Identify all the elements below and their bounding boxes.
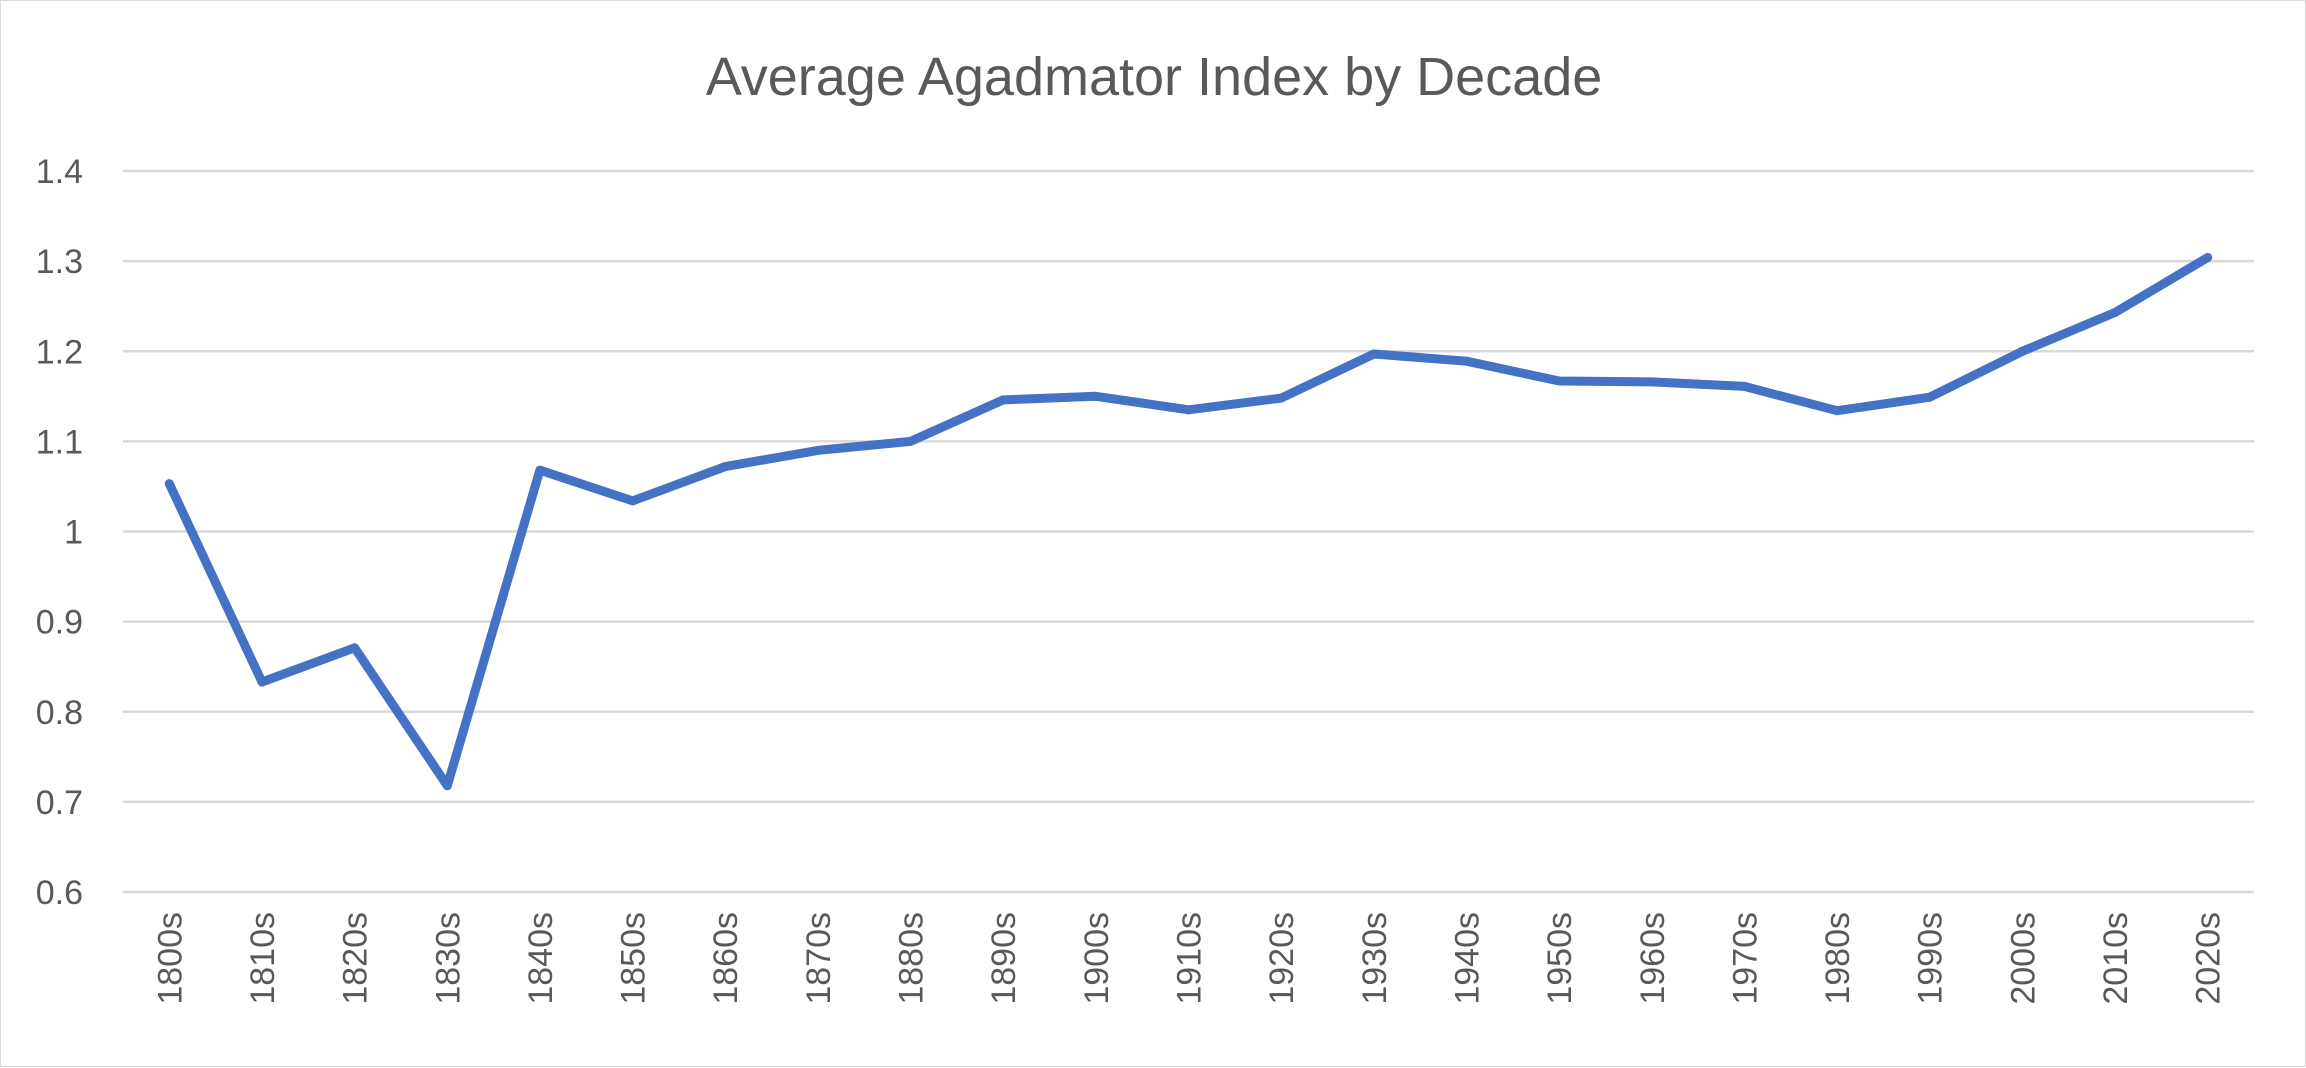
data-point xyxy=(1091,391,1101,401)
data-point xyxy=(998,395,1008,405)
x-tick-label: 1920s xyxy=(1263,912,1301,1005)
series-layer xyxy=(164,253,2213,791)
data-point xyxy=(813,445,823,455)
y-tick-label: 0.9 xyxy=(36,604,83,642)
x-tick-label: 1910s xyxy=(1171,912,1209,1005)
y-tick-label: 1.4 xyxy=(36,153,83,191)
y-tick-label: 0.8 xyxy=(36,694,83,732)
x-tick-label: 1820s xyxy=(337,912,375,1005)
data-point xyxy=(1739,381,1749,391)
data-point xyxy=(535,465,545,475)
x-tick-label: 1940s xyxy=(1448,912,1486,1005)
gridlines xyxy=(123,169,2254,894)
data-point xyxy=(1925,392,1935,402)
y-axis-tick-labels: 0.6 0.7 0.8 0.9 1 1.1 1.2 1.3 1.4 xyxy=(36,153,83,912)
x-tick-label: 1990s xyxy=(1912,912,1950,1005)
data-point xyxy=(1647,377,1657,387)
x-tick-label: 1880s xyxy=(893,912,931,1005)
data-point xyxy=(1461,356,1471,366)
x-tick-label: 1850s xyxy=(615,912,653,1005)
series-line xyxy=(164,253,2213,791)
chart-title: Average Agadmator Index by Decade xyxy=(706,47,1603,107)
x-tick-label: 1900s xyxy=(1078,912,1116,1005)
x-tick-label: 1980s xyxy=(1819,912,1857,1005)
x-tick-label: 1960s xyxy=(1634,912,1672,1005)
data-point xyxy=(2203,253,2213,263)
y-tick-label: 0.7 xyxy=(36,784,83,822)
data-point xyxy=(1369,349,1379,359)
x-axis-tick-labels: 1800s 1810s 1820s 1830s 1840s 1850s 1860s 1870s… xyxy=(151,912,2227,1005)
x-tick-label: 1800s xyxy=(151,912,189,1005)
data-point xyxy=(164,479,174,489)
data-point xyxy=(442,781,452,791)
data-point xyxy=(1554,376,1564,386)
data-point xyxy=(720,462,730,472)
data-point xyxy=(2017,346,2027,356)
x-tick-label: 1970s xyxy=(1726,912,1764,1005)
data-point xyxy=(350,643,360,653)
x-tick-label: 1930s xyxy=(1356,912,1394,1005)
data-point xyxy=(628,496,638,506)
x-tick-label: 2000s xyxy=(2004,912,2042,1005)
y-tick-label: 0.6 xyxy=(36,874,83,912)
data-point xyxy=(906,436,916,446)
y-tick-label: 1.1 xyxy=(36,423,83,461)
x-tick-label: 2020s xyxy=(2190,912,2228,1005)
x-tick-label: 1840s xyxy=(522,912,560,1005)
y-tick-label: 1.3 xyxy=(36,243,83,281)
y-tick-label: 1 xyxy=(64,514,83,552)
x-tick-label: 1890s xyxy=(985,912,1023,1005)
x-tick-label: 1860s xyxy=(707,912,745,1005)
y-tick-label: 1.2 xyxy=(36,333,83,371)
data-point xyxy=(257,677,267,687)
data-point xyxy=(1276,393,1286,403)
x-tick-label: 1810s xyxy=(244,912,282,1005)
x-tick-label: 1870s xyxy=(800,912,838,1005)
x-tick-label: 1830s xyxy=(429,912,467,1005)
x-tick-label: 1950s xyxy=(1541,912,1579,1005)
x-tick-label: 2010s xyxy=(2097,912,2135,1005)
data-point xyxy=(1832,406,1842,416)
data-point xyxy=(2110,307,2120,317)
data-point xyxy=(1184,405,1193,415)
